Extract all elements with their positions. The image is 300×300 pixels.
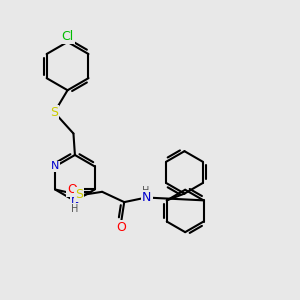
Text: O: O xyxy=(116,220,126,234)
Text: H: H xyxy=(71,204,79,214)
Text: N: N xyxy=(71,196,79,206)
Text: N: N xyxy=(51,161,59,172)
Text: O: O xyxy=(67,183,77,196)
Text: Cl: Cl xyxy=(61,30,74,43)
Text: H: H xyxy=(142,186,149,196)
Text: S: S xyxy=(50,106,58,119)
Text: N: N xyxy=(142,191,152,204)
Text: S: S xyxy=(76,188,83,201)
